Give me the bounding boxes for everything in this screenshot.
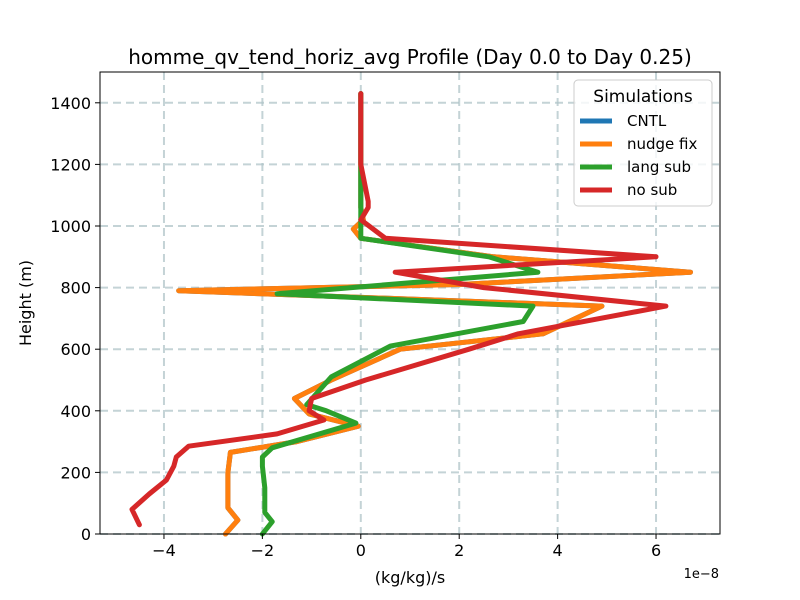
plot-frame: [99, 71, 721, 535]
chart-title: homme_qv_tend_horiz_avg Profile (Day 0.0…: [128, 45, 692, 69]
legend-label-nudge-fix: nudge fix: [627, 135, 698, 153]
legend-label-no-sub: no sub: [627, 181, 677, 199]
legend-label-cntl: CNTL: [627, 112, 667, 130]
x-tick-label: 0: [356, 541, 366, 560]
x-tick-label: −4: [152, 541, 176, 560]
x-axis-label: (kg/kg)/s: [375, 568, 445, 587]
y-tick-label: 800: [60, 279, 91, 298]
axis-ticks: −4 −2 0 2 4 6 0 200 400 600 800 1000 1200 1400: [50, 94, 661, 560]
series-line-lang-sub: [259, 91, 541, 537]
y-tick-label: 1200: [50, 155, 91, 174]
x-axis-offset-text: 1e−8: [684, 567, 719, 582]
legend-entries: CNTL nudge fix lang sub no sub: [580, 112, 698, 199]
x-tick-label: 4: [553, 541, 563, 560]
legend-label-lang-sub: lang sub: [627, 158, 691, 176]
x-tick-label: 2: [454, 541, 464, 560]
series-line-nudge-fix: [176, 91, 693, 537]
y-tick-label: 0: [81, 525, 91, 544]
series-line-no-sub: [129, 91, 669, 528]
y-tick-label: 400: [60, 402, 91, 421]
y-axis-label: Height (m): [16, 260, 35, 346]
y-tick-label: 600: [60, 340, 91, 359]
legend: Simulations CNTL nudge fix lang sub no sub: [573, 79, 713, 207]
legend-box: [573, 79, 713, 207]
x-tick-label: −2: [251, 541, 275, 560]
legend-title: Simulations: [593, 87, 693, 107]
y-tick-label: 1000: [50, 217, 91, 236]
y-tick-label: 200: [60, 463, 91, 482]
x-tick-label: 6: [651, 541, 661, 560]
series-lines: [129, 91, 693, 537]
y-tick-label: 1400: [50, 94, 91, 113]
